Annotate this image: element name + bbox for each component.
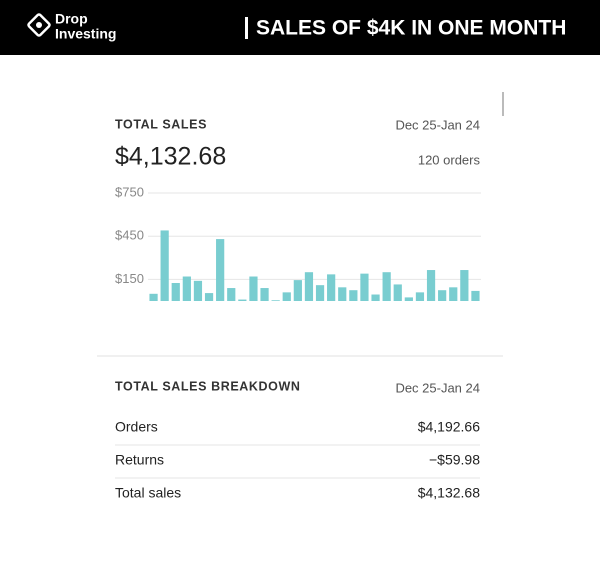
- card: [97, 90, 503, 522]
- header-bar: [0, 0, 600, 55]
- section-title: TOTAL SALES BREAKDOWN: [115, 379, 301, 393]
- title-divider: [245, 17, 248, 39]
- bar: [227, 288, 236, 301]
- bar: [182, 276, 191, 301]
- bar: [304, 272, 314, 301]
- bar: [271, 300, 280, 301]
- row-value: $4,132.68: [418, 485, 480, 501]
- logo-text: Investing: [55, 26, 116, 42]
- bar: [315, 285, 325, 301]
- bar: [382, 272, 391, 301]
- bar: [216, 239, 225, 301]
- bar: [393, 284, 402, 301]
- bar: [426, 270, 436, 301]
- bar: [293, 280, 302, 301]
- bar: [360, 273, 369, 301]
- y-tick-label: $150: [115, 271, 144, 286]
- total-amount: $4,132.68: [115, 143, 226, 171]
- bar: [338, 287, 347, 301]
- row-value: −$59.98: [429, 452, 480, 468]
- bar: [415, 292, 425, 301]
- bar: [282, 292, 291, 301]
- bar: [249, 276, 258, 301]
- logo-icon: [27, 13, 51, 37]
- bar: [371, 294, 380, 301]
- bar: [149, 293, 158, 301]
- row-label: Orders: [115, 419, 158, 435]
- bar: [349, 290, 358, 301]
- logo-text: Drop: [55, 11, 88, 27]
- bar: [471, 290, 480, 301]
- bar: [438, 290, 447, 301]
- bar: [260, 288, 269, 301]
- row-label: Returns: [115, 452, 164, 468]
- y-tick-label: $750: [115, 184, 144, 199]
- chart: $150 $450 $750: [115, 184, 481, 301]
- bar: [449, 287, 458, 301]
- bar: [160, 230, 169, 301]
- bar: [171, 283, 180, 301]
- bar: [404, 297, 413, 301]
- bar: [204, 293, 214, 301]
- section-title: TOTAL SALES: [115, 117, 207, 131]
- header-title: SALES OF $4K IN ONE MONTH: [256, 17, 566, 40]
- row-label: Total sales: [115, 485, 181, 501]
- orders-count: 120 orders: [418, 152, 481, 167]
- bar: [327, 274, 336, 301]
- bar: [460, 270, 469, 301]
- scrollbar: [502, 92, 504, 116]
- bar: [193, 280, 203, 301]
- y-tick-label: $450: [115, 228, 144, 243]
- date-range: Dec 25-Jan 24: [395, 380, 480, 395]
- bar: [238, 299, 247, 301]
- breakdown-rows: Orders $4,192.66 Returns −$59.98 Total sales…: [115, 419, 480, 501]
- date-range: Dec 25-Jan 24: [395, 117, 480, 132]
- row-value: $4,192.66: [418, 419, 480, 435]
